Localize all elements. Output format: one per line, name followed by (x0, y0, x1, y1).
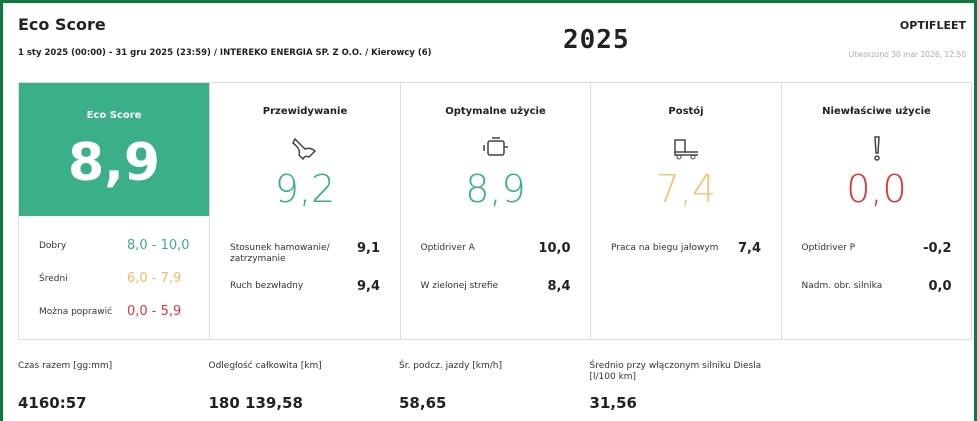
category-icon (672, 135, 700, 163)
item-value: 9,1 (356, 241, 380, 256)
category-value: 7,4 (655, 167, 717, 211)
category-value: 9,2 (274, 167, 336, 211)
item-value: 8,4 (547, 279, 571, 294)
category-title: Postój (668, 106, 704, 117)
item-value: 7,4 (737, 241, 761, 256)
category-title: Przewidywanie (262, 106, 348, 117)
eco-score-box: Eco Score 8,9 (19, 83, 209, 216)
category-column: Przewidywanie 9,2 Stosunek hamowanie/ zatr… (209, 83, 400, 339)
score-panel: Eco Score 8,9 Dobry 8,0 - 10,0 Średni 6,0 -… (18, 82, 972, 340)
legend-label: Średni (39, 274, 68, 284)
legend-range: 8,0 - 10,0 (127, 238, 190, 253)
category-column: Optymalne użycie 8,9 Optidriver A 10,0 W zie… (399, 83, 591, 339)
item-value: 0,0 (928, 279, 952, 294)
eco-score-value: 8,9 (67, 133, 161, 193)
stat-value: 58,65 (399, 394, 447, 412)
item-value: -0,2 (923, 241, 952, 256)
page-title: Eco Score (18, 15, 106, 34)
category-title: Optymalne użycie (445, 106, 546, 117)
stat-label: Odległość całkowita [km] (208, 361, 322, 371)
stat-value: 31,56 (589, 394, 637, 412)
category-icon (863, 135, 891, 163)
brand: OPTIFLEET (899, 19, 966, 32)
item-value: 9,4 (356, 279, 380, 294)
stat-label: Śr. podcz. jazdy [km/h] (399, 361, 503, 371)
item-label: Nadm. obr. silnika (801, 281, 883, 291)
item-label: Optidriver A (420, 243, 475, 253)
eco-score-label: Eco Score (86, 110, 142, 121)
category-column: Niewłaściwe użycie 0,0 Optidriver P -0,2 Nad… (780, 83, 972, 339)
item-label: Ruch bezwładny (230, 281, 304, 291)
icon (482, 137, 508, 156)
icon (292, 137, 317, 161)
item-label: Stosunek hamowanie/ zatrzymanie (230, 243, 330, 264)
item-value: 10,0 (538, 241, 571, 256)
category-icon (482, 135, 510, 163)
category-value: 8,9 (465, 167, 526, 211)
icon (873, 136, 880, 161)
legend-label: Można poprawić (39, 307, 113, 317)
item-label: W zielonej strefie (420, 281, 499, 291)
icon (674, 139, 698, 160)
stat-value: 180 139,58 (208, 394, 303, 412)
year: 2025 (563, 25, 630, 55)
legend-range: 6,0 - 7,9 (127, 271, 182, 286)
stat-label: Średnio przy włączonym silniku Diesla [l… (589, 361, 762, 382)
subtitle: 1 sty 2025 (00:00) - 31 gru 2025 (23:59)… (18, 48, 432, 58)
item-label: Optidriver P (801, 243, 856, 253)
category-column: Postój 7,4 Praca na biegu jałowym 7,4 (590, 83, 781, 339)
category-icon (291, 135, 319, 163)
legend-label: Dobry (39, 241, 67, 251)
created-date: Utworzono 30 mar 2026, 12:50 (848, 50, 966, 59)
category-title: Niewłaściwe użycie (822, 106, 931, 117)
item-label: Praca na biegu jałowym (611, 243, 719, 253)
category-value: 0,0 (846, 167, 907, 211)
stat-label: Czas razem [gg:mm] (18, 361, 113, 371)
legend-range: 0,0 - 5,9 (127, 304, 182, 319)
stat-value: 4160:57 (18, 394, 87, 412)
